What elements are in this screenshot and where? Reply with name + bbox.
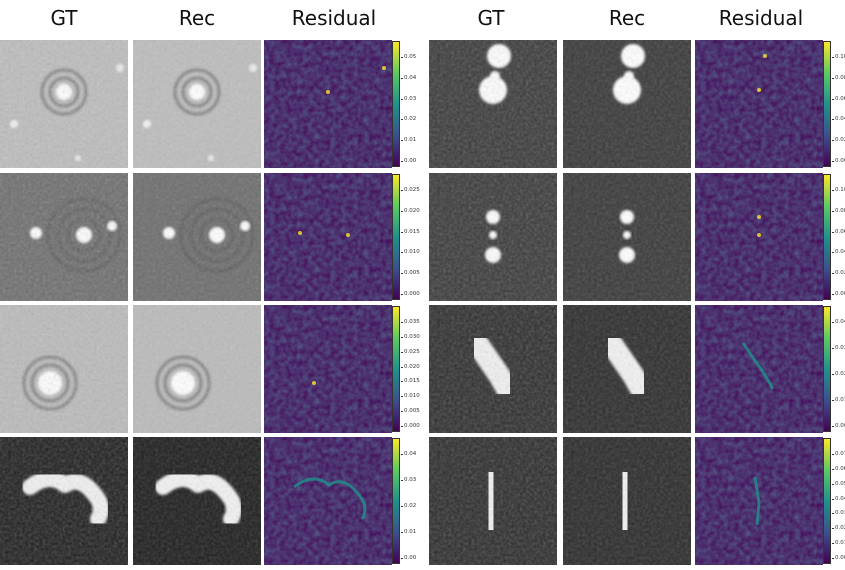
residual-image-7 bbox=[695, 437, 823, 565]
colorbar-tick-label: 0.015 bbox=[401, 228, 420, 235]
colorbar-tick-label: 0.04 bbox=[400, 451, 417, 457]
gt-image-1 bbox=[0, 173, 128, 301]
colorbar-tick-label: 0.01 bbox=[400, 137, 417, 144]
colorbar-tick-label: 0.03 bbox=[400, 95, 417, 102]
colorbar-7 bbox=[823, 438, 831, 564]
colorbar-tick-label: 0.00 bbox=[831, 555, 845, 561]
gt-image-7 bbox=[429, 437, 557, 565]
colorbar-tick-label: 0.020 bbox=[401, 363, 420, 370]
colorbar-tick-label: 0.02 bbox=[831, 525, 845, 531]
colorbar-tick-label: 0.04 bbox=[831, 116, 845, 122]
colorbar-tick-label: 0.06 bbox=[831, 229, 845, 235]
colorbar-tick-label: 0.035 bbox=[401, 319, 420, 325]
header-residual-left: Residual bbox=[291, 6, 377, 30]
colorbar-tick-label: 0.03 bbox=[831, 510, 845, 516]
colorbar-tick-label: 0.010 bbox=[401, 393, 420, 400]
gt-image-3 bbox=[0, 437, 128, 565]
colorbar-tick-label: 0.04 bbox=[831, 319, 845, 325]
residual-image-5 bbox=[695, 173, 823, 301]
colorbar-tick-label: 0.005 bbox=[401, 270, 420, 277]
residual-image-0 bbox=[264, 40, 392, 168]
colorbar-tick-label: 0.025 bbox=[401, 187, 420, 193]
colorbar-tick-label: 0.04 bbox=[400, 74, 417, 81]
colorbar-3 bbox=[392, 438, 400, 564]
rec-image-2 bbox=[133, 305, 261, 433]
residual-image-1 bbox=[264, 173, 392, 301]
colorbar-5 bbox=[823, 174, 831, 300]
rec-image-3 bbox=[133, 437, 261, 565]
colorbar-tick-label: 0.06 bbox=[831, 96, 845, 102]
colorbar-tick-label: 0.05 bbox=[400, 54, 417, 60]
colorbar-tick-label: 0.01 bbox=[400, 529, 417, 535]
colorbar-tick-label: 0.04 bbox=[831, 249, 845, 255]
colorbar-tick-label: 0.07 bbox=[831, 451, 845, 457]
header-residual-right: Residual bbox=[718, 6, 804, 30]
colorbar-tick-label: 0.02 bbox=[400, 116, 417, 123]
gt-image-0 bbox=[0, 40, 128, 168]
colorbar-tick-label: 0.02 bbox=[831, 137, 845, 143]
gt-image-4 bbox=[429, 40, 557, 168]
colorbar-2 bbox=[392, 306, 400, 432]
colorbar-tick-label: 0.00 bbox=[831, 423, 845, 429]
rec-image-4 bbox=[563, 40, 691, 168]
colorbar-0 bbox=[392, 41, 400, 167]
colorbar-tick-label: 0.000 bbox=[401, 423, 420, 429]
colorbar-tick-label: 0.005 bbox=[401, 408, 420, 415]
colorbar-tick-label: 0.00 bbox=[400, 555, 417, 561]
colorbar-tick-label: 0.02 bbox=[831, 270, 845, 276]
header-rec-left: Rec bbox=[178, 6, 216, 30]
colorbar-tick-label: 0.02 bbox=[400, 503, 417, 509]
colorbar-tick-label: 0.00 bbox=[400, 158, 417, 164]
colorbar-tick-label: 0.05 bbox=[831, 481, 845, 487]
colorbar-tick-label: 0.010 bbox=[401, 249, 420, 256]
header-gt-left: GT bbox=[50, 6, 78, 30]
residual-image-6 bbox=[695, 305, 823, 433]
colorbar-tick-label: 0.04 bbox=[831, 496, 845, 502]
colorbar-tick-label: 0.06 bbox=[831, 466, 845, 472]
rec-image-5 bbox=[563, 173, 691, 301]
residual-image-3 bbox=[264, 437, 392, 565]
gt-image-2 bbox=[0, 305, 128, 433]
colorbar-4 bbox=[823, 41, 831, 167]
colorbar-tick-label: 0.08 bbox=[831, 75, 845, 81]
gt-image-5 bbox=[429, 173, 557, 301]
colorbar-tick-label: 0.10 bbox=[831, 187, 845, 193]
colorbar-6 bbox=[823, 306, 831, 432]
colorbar-tick-label: 0.03 bbox=[831, 345, 845, 351]
rec-image-0 bbox=[133, 40, 261, 168]
colorbar-tick-label: 0.020 bbox=[401, 207, 420, 214]
header-gt-right: GT bbox=[477, 6, 505, 30]
colorbar-tick-label: 0.10 bbox=[831, 54, 845, 60]
colorbar-tick-label: 0.01 bbox=[831, 397, 845, 403]
colorbar-1 bbox=[392, 174, 400, 300]
residual-image-2 bbox=[264, 305, 392, 433]
rec-image-1 bbox=[133, 173, 261, 301]
rec-image-6 bbox=[563, 305, 691, 433]
colorbar-tick-label: 0.08 bbox=[831, 208, 845, 214]
gt-image-6 bbox=[429, 305, 557, 433]
colorbar-tick-label: 0.02 bbox=[831, 371, 845, 377]
colorbar-tick-label: 0.015 bbox=[401, 378, 420, 385]
colorbar-tick-label: 0.01 bbox=[831, 540, 845, 546]
rec-image-7 bbox=[563, 437, 691, 565]
colorbar-tick-label: 0.030 bbox=[401, 333, 420, 340]
colorbar-tick-label: 0.00 bbox=[831, 158, 845, 164]
colorbar-tick-label: 0.00 bbox=[831, 291, 845, 297]
header-rec-right: Rec bbox=[608, 6, 646, 30]
colorbar-tick-label: 0.025 bbox=[401, 348, 420, 355]
residual-image-4 bbox=[695, 40, 823, 168]
colorbar-tick-label: 0.000 bbox=[401, 291, 420, 297]
colorbar-tick-label: 0.03 bbox=[400, 477, 417, 483]
